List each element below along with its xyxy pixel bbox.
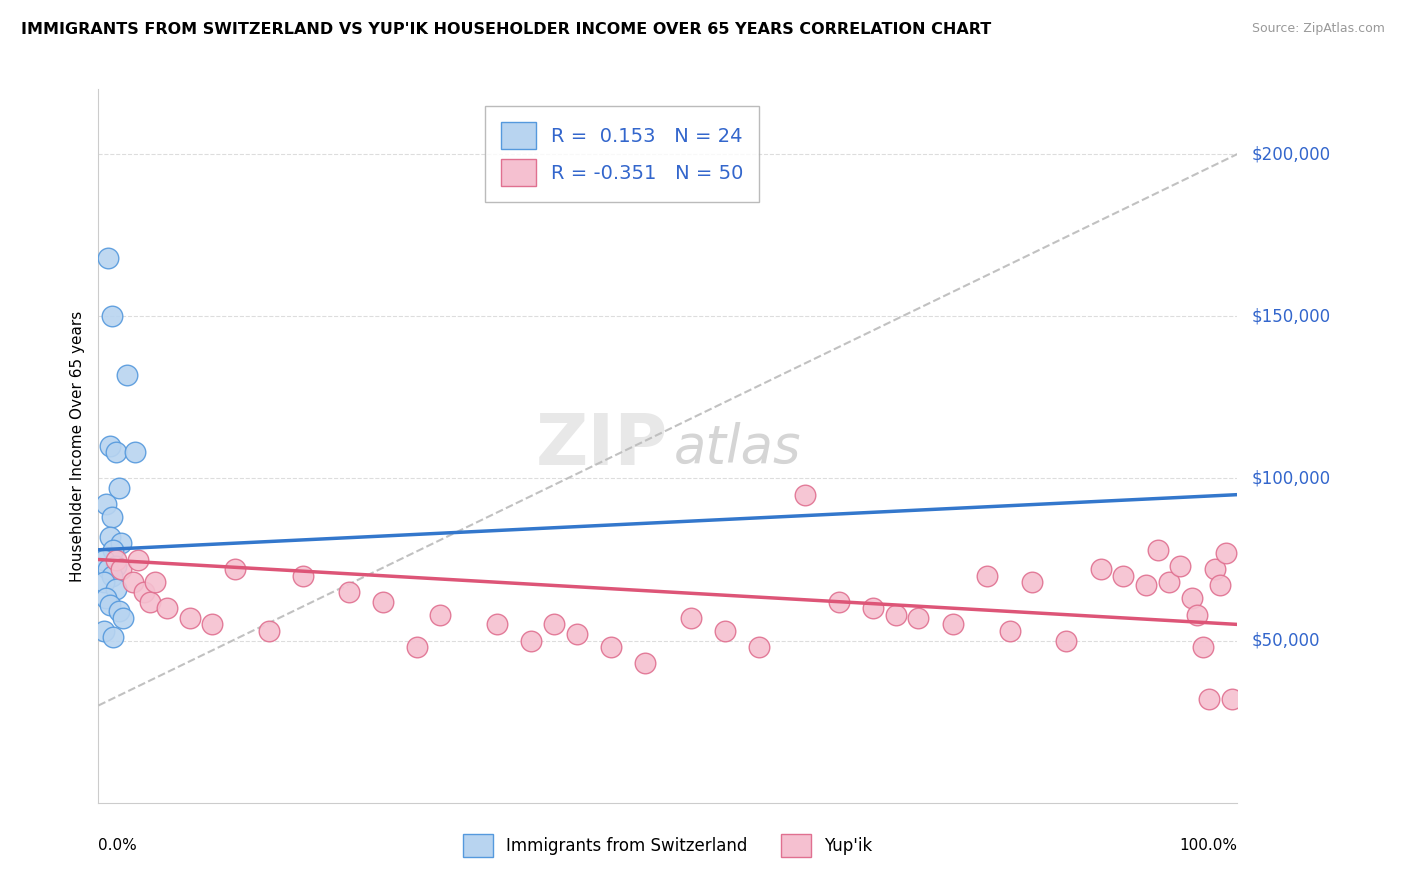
Text: IMMIGRANTS FROM SWITZERLAND VS YUP'IK HOUSEHOLDER INCOME OVER 65 YEARS CORRELATI: IMMIGRANTS FROM SWITZERLAND VS YUP'IK HO… [21, 22, 991, 37]
Point [156, 601, 179, 615]
Point [520, 633, 543, 648]
Point [96, 251, 118, 265]
Point [101, 568, 124, 582]
Point [103, 542, 125, 557]
Point [1209, 578, 1232, 592]
Point [138, 595, 160, 609]
Point [98, 530, 121, 544]
Point [1056, 633, 1078, 648]
Point [600, 640, 623, 654]
Point [103, 631, 125, 645]
Point [1090, 562, 1112, 576]
Point [942, 617, 965, 632]
Point [1204, 562, 1226, 576]
Point [115, 368, 138, 382]
Point [98, 598, 121, 612]
Point [1146, 542, 1168, 557]
Point [748, 640, 770, 654]
Point [1192, 640, 1215, 654]
Point [93, 624, 115, 638]
Point [543, 617, 565, 632]
Text: Source: ZipAtlas.com: Source: ZipAtlas.com [1251, 22, 1385, 36]
Point [1112, 568, 1135, 582]
Point [793, 488, 815, 502]
Text: ZIP: ZIP [536, 411, 668, 481]
Point [1135, 578, 1157, 592]
Y-axis label: Householder Income Over 65 years: Householder Income Over 65 years [69, 310, 84, 582]
Point [1157, 575, 1180, 590]
Point [565, 627, 588, 641]
Point [1198, 692, 1220, 706]
Point [93, 552, 115, 566]
Point [108, 604, 131, 618]
Point [907, 611, 929, 625]
Point [679, 611, 702, 625]
Point [104, 582, 127, 596]
Point [862, 601, 884, 615]
Point [224, 562, 246, 576]
Text: $50,000: $50,000 [1251, 632, 1320, 649]
Point [1220, 692, 1243, 706]
Point [406, 640, 429, 654]
Point [98, 439, 121, 453]
Point [127, 552, 149, 566]
Point [634, 657, 657, 671]
Point [1215, 546, 1237, 560]
Point [110, 536, 132, 550]
Point [1187, 607, 1209, 622]
Point [486, 617, 509, 632]
Point [104, 552, 127, 566]
Text: $150,000: $150,000 [1251, 307, 1330, 326]
Point [201, 617, 224, 632]
Point [101, 510, 124, 524]
Point [1021, 575, 1043, 590]
Text: $200,000: $200,000 [1251, 145, 1330, 163]
Point [976, 568, 998, 582]
Point [259, 624, 281, 638]
Point [112, 611, 135, 625]
Point [429, 607, 451, 622]
Point [96, 497, 118, 511]
Legend: Immigrants from Switzerland, Yup'ik: Immigrants from Switzerland, Yup'ik [454, 826, 882, 866]
Point [998, 624, 1021, 638]
Point [121, 575, 143, 590]
Point [714, 624, 737, 638]
Point [93, 575, 115, 590]
Point [884, 607, 907, 622]
Text: $100,000: $100,000 [1251, 469, 1330, 487]
Point [292, 568, 315, 582]
Point [179, 611, 201, 625]
Point [101, 310, 124, 324]
Point [124, 445, 146, 459]
Text: atlas: atlas [673, 421, 801, 474]
Point [828, 595, 851, 609]
Point [104, 559, 127, 574]
Point [145, 575, 167, 590]
Point [132, 585, 155, 599]
Text: 0.0%: 0.0% [98, 838, 138, 854]
Point [108, 481, 131, 495]
Text: 100.0%: 100.0% [1180, 838, 1237, 854]
Point [96, 562, 118, 576]
Point [337, 585, 360, 599]
Point [371, 595, 394, 609]
Point [104, 445, 127, 459]
Point [96, 591, 118, 606]
Point [110, 562, 132, 576]
Point [1170, 559, 1192, 574]
Point [1181, 591, 1204, 606]
